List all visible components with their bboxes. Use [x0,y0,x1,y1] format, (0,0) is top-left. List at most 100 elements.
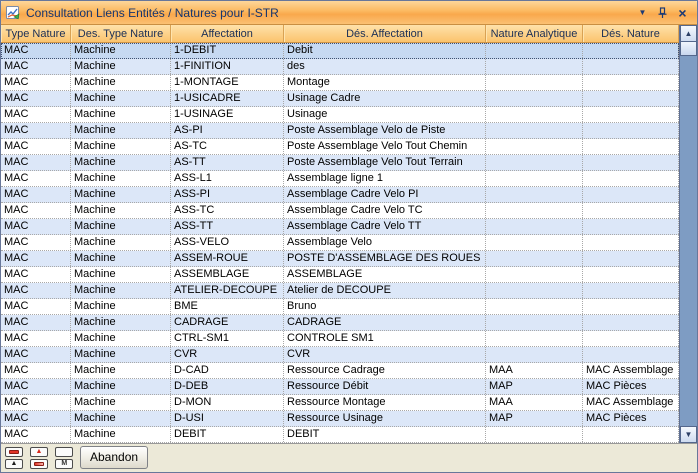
nav-button-4[interactable]: ▲ [5,458,23,469]
cell-des-nature [583,299,679,314]
footer-toolbar: ▲ ▲ M Abandon [1,443,697,472]
table-row[interactable]: MAC Machine BME Bruno [1,299,679,315]
red-triangle-up-icon: ▲ [35,448,43,455]
column-header-des-type-nature[interactable]: Des. Type Nature [71,25,171,42]
nav-button-5[interactable] [30,458,48,469]
column-header-affectation[interactable]: Affectation [171,25,284,42]
cell-des-type-nature: Machine [71,395,171,410]
table-row[interactable]: MAC Machine D-CAD Ressource Cadrage MAA MAC A… [1,363,679,379]
column-header-d-s-nature[interactable]: Dés. Nature [583,25,679,42]
cell-affectation: ASS-PI [171,187,284,202]
table-row[interactable]: MAC Machine ATELIER-DECOUPE Atelier de DECO… [1,283,679,299]
cell-affectation: AS-TC [171,139,284,154]
table-row[interactable]: MAC Machine CVR CVR [1,347,679,363]
data-grid: Type Nature Des. Type Nature Affectation Dé… [1,25,697,443]
cell-type-nature: MAC [1,91,71,106]
nav-button-1[interactable] [5,446,23,457]
cell-nature-analytique [486,315,583,330]
cell-type-nature: MAC [1,123,71,138]
table-row[interactable]: MAC Machine ASS-TT Assemblage Cadre Velo TT [1,219,679,235]
table-row[interactable]: MAC Machine 1-USICADRE Usinage Cadre [1,91,679,107]
cell-affectation: D-MON [171,395,284,410]
cell-des-type-nature: Machine [71,91,171,106]
cell-affectation: 1-FINITION [171,59,284,74]
table-row[interactable]: MAC Machine D-USI Ressource Usinage MAP MAC P… [1,411,679,427]
nav-button-2[interactable]: ▲ [30,446,48,457]
table-row[interactable]: MAC Machine D-MON Ressource Montage MAA MAC A… [1,395,679,411]
table-row[interactable]: MAC Machine ASS-TC Assemblage Cadre Velo TC [1,203,679,219]
cell-des-affectation: Debit [284,43,486,58]
panel-title: Consultation Liens Entités / Natures pou… [26,5,279,20]
table-row[interactable]: MAC Machine D-DEB Ressource Débit MAP MAC Piè… [1,379,679,395]
close-button[interactable]: × [675,5,690,21]
table-row[interactable]: MAC Machine 1-FINITION des [1,59,679,75]
cell-des-nature [583,171,679,186]
table-row[interactable]: MAC Machine CTRL-SM1 CONTROLE SM1 [1,331,679,347]
cell-affectation: ASS-VELO [171,235,284,250]
table-body: MAC Machine 1-DEBIT Debit MAC Machine 1-FINITI… [1,43,679,443]
cell-des-nature [583,59,679,74]
close-icon: × [678,4,687,21]
red-bar-icon [9,449,19,454]
column-header-d-s-affectation[interactable]: Dés. Affectation [284,25,486,42]
cell-des-type-nature: Machine [71,219,171,234]
cell-des-type-nature: Machine [71,299,171,314]
cell-des-type-nature: Machine [71,315,171,330]
cell-des-affectation: DEBIT [284,427,486,442]
cell-nature-analytique [486,75,583,90]
cell-des-affectation: POSTE D'ASSEMBLAGE DES ROUES [284,251,486,266]
consultation-chart-icon [6,5,20,19]
cell-type-nature: MAC [1,187,71,202]
abandon-button[interactable]: Abandon [80,446,149,469]
table-row[interactable]: MAC Machine AS-TC Poste Assemblage Velo Tou… [1,139,679,155]
nav-button-6[interactable]: M [55,458,73,469]
cell-nature-analytique [486,267,583,282]
cell-nature-analytique [486,187,583,202]
table-row[interactable]: MAC Machine CADRAGE CADRAGE [1,315,679,331]
cell-type-nature: MAC [1,219,71,234]
vertical-scrollbar[interactable]: ▲ ▼ [679,25,697,443]
table-row[interactable]: MAC Machine ASSEMBLAGE ASSEMBLAGE [1,267,679,283]
cell-des-type-nature: Machine [71,59,171,74]
table-row[interactable]: MAC Machine 1-DEBIT Debit [1,43,679,59]
record-nav-buttons: ▲ ▲ M [5,446,73,469]
nav-button-3[interactable] [55,446,73,457]
scroll-down-button[interactable]: ▼ [680,426,697,443]
cell-des-nature: MAC Pièces [583,411,679,426]
table-row[interactable]: MAC Machine 1-MONTAGE Montage [1,75,679,91]
titlebar[interactable]: Consultation Liens Entités / Natures pou… [1,1,697,25]
table-row[interactable]: MAC Machine 1-USINAGE Usinage [1,107,679,123]
table-row[interactable]: MAC Machine ASS-L1 Assemblage ligne 1 [1,171,679,187]
cell-des-type-nature: Machine [71,363,171,378]
m-glyph-icon: M [61,460,67,467]
cell-type-nature: MAC [1,411,71,426]
pin-button[interactable] [655,5,670,21]
table-row[interactable]: MAC Machine AS-PI Poste Assemblage Velo de … [1,123,679,139]
cell-des-nature: MAC Pièces [583,379,679,394]
scrollbar-thumb[interactable] [680,42,697,56]
pin-icon [658,6,667,18]
cell-des-nature [583,107,679,122]
scroll-up-button[interactable]: ▲ [680,25,697,42]
column-header-nature-analytique[interactable]: Nature Analytique [486,25,583,42]
table-row[interactable]: MAC Machine ASSEM-ROUE POSTE D'ASSEMBLAGE D… [1,251,679,267]
cell-des-type-nature: Machine [71,123,171,138]
scrollbar-track[interactable] [680,56,697,426]
table-row[interactable]: MAC Machine ASS-PI Assemblage Cadre Velo PI [1,187,679,203]
table-row[interactable]: MAC Machine DEBIT DEBIT [1,427,679,443]
table-row[interactable]: MAC Machine AS-TT Poste Assemblage Velo Tou… [1,155,679,171]
cell-type-nature: MAC [1,59,71,74]
cell-des-nature: MAC Assemblage [583,395,679,410]
column-header-type-nature[interactable]: Type Nature [1,25,71,42]
cell-nature-analytique: MAA [486,363,583,378]
cell-affectation: CADRAGE [171,315,284,330]
cell-affectation: ASS-TC [171,203,284,218]
cell-type-nature: MAC [1,171,71,186]
table-row[interactable]: MAC Machine ASS-VELO Assemblage Velo [1,235,679,251]
cell-type-nature: MAC [1,299,71,314]
cell-des-type-nature: Machine [71,43,171,58]
window-menu-button[interactable]: ▼ [635,5,650,21]
cell-des-affectation: des [284,59,486,74]
cell-des-nature [583,219,679,234]
